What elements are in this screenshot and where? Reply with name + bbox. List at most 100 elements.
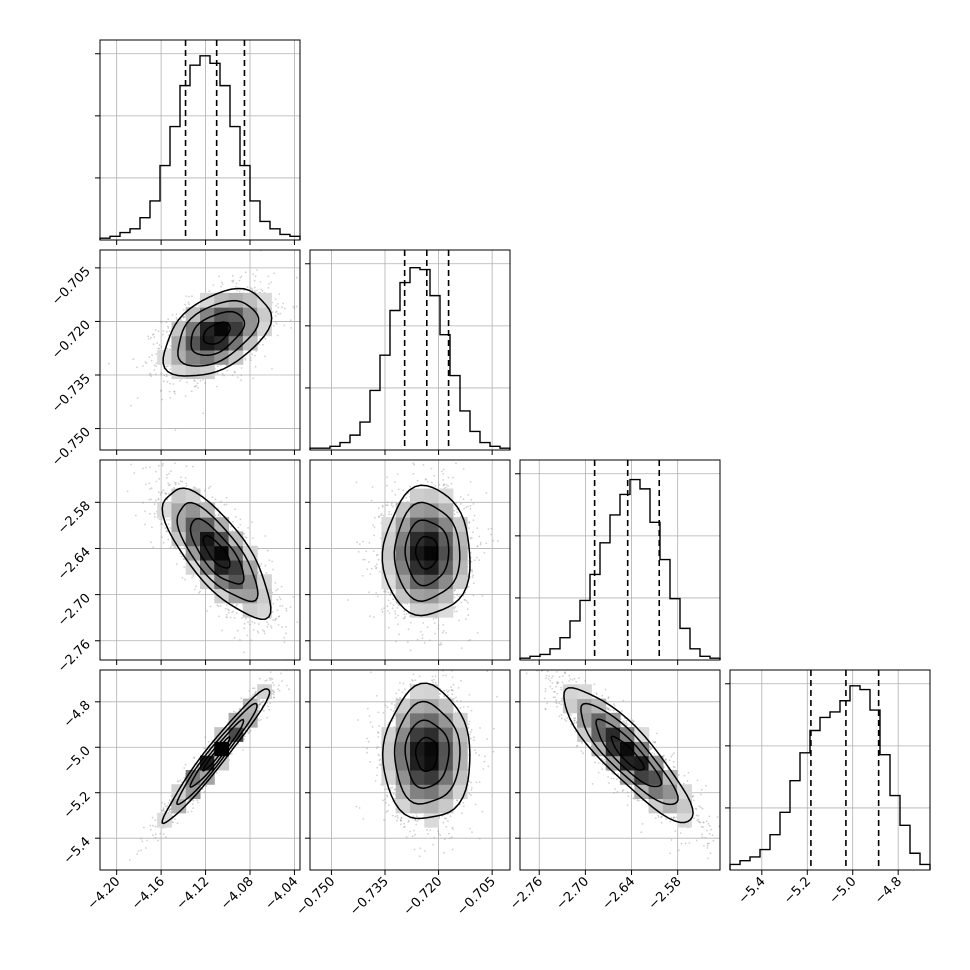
scatter-point (228, 609, 230, 612)
scatter-point (230, 525, 233, 528)
scatter-point (193, 385, 196, 388)
density-cell (242, 307, 258, 322)
scatter-point (209, 485, 212, 488)
scatter-point (183, 316, 186, 318)
grid-lines (100, 40, 300, 240)
scatter-point (223, 503, 226, 506)
scatter-point (471, 570, 474, 573)
scatter-point (155, 480, 158, 483)
scatter-point (159, 494, 162, 496)
scatter-point (153, 364, 156, 367)
scatter-point (234, 285, 237, 288)
scatter-point (233, 370, 236, 373)
scatter-point (407, 641, 409, 644)
scatter-point (455, 462, 457, 465)
scatter-point (165, 375, 168, 378)
scatter-point (274, 321, 277, 323)
panel-border (99, 249, 301, 451)
scatter-point (202, 378, 205, 381)
scatter-point (249, 356, 252, 359)
density-cell (257, 307, 272, 322)
contour-lines (161, 487, 272, 620)
scatter-point (226, 369, 229, 372)
scatter-point (236, 629, 239, 632)
scatter-point (277, 624, 280, 626)
scatter-point (182, 308, 185, 311)
scatter-point (264, 338, 267, 340)
scatter-point (185, 485, 188, 487)
scatter-point (296, 621, 299, 623)
contour-line (177, 299, 260, 367)
scatter-point (182, 316, 185, 319)
scatter-point (190, 390, 193, 393)
scatter-point (164, 492, 167, 495)
scatter-point (238, 279, 241, 282)
scatter-point (243, 627, 246, 630)
scatter-point (277, 303, 279, 305)
scatter-point (185, 482, 188, 485)
scatter-point (152, 333, 155, 336)
scatter-point (179, 552, 182, 554)
scatter-point (233, 636, 236, 639)
scatter-point (169, 527, 172, 529)
scatter-point (175, 547, 178, 550)
scatter-point (260, 288, 262, 291)
scatter-point (454, 606, 457, 608)
scatter-point (157, 497, 160, 500)
scatter-point (274, 617, 277, 620)
scatter-point (270, 625, 272, 627)
panel-content (347, 462, 499, 652)
scatter-point (278, 596, 281, 598)
scatter-point (292, 596, 295, 598)
scatter-point (174, 481, 176, 484)
scatter-point (150, 487, 153, 489)
scatter-point (154, 373, 157, 376)
scatter-point (381, 610, 384, 613)
y-tick-label: −0.705 (49, 264, 94, 309)
scatter-point (187, 301, 190, 304)
scatter-point (247, 527, 250, 529)
scatter-point (397, 614, 400, 617)
density-cell (185, 307, 201, 322)
scatter-point (283, 636, 286, 639)
scatter-point (135, 514, 137, 517)
histogram-step-line (729, 685, 931, 870)
scatter-point (266, 549, 269, 552)
scatter-point (180, 555, 183, 558)
scatter-point (273, 272, 276, 275)
scatter-point (144, 510, 147, 513)
scatter-point (169, 483, 171, 486)
scatter-point (154, 470, 157, 473)
scatter-point (253, 279, 256, 282)
scatter-point (160, 373, 162, 376)
density-cell (200, 560, 215, 575)
scatter-point (472, 574, 474, 577)
density-cell (200, 350, 215, 365)
scatter-point (157, 498, 160, 501)
scatter-point (152, 343, 155, 346)
density-cell (228, 307, 244, 322)
scatter-point (383, 590, 386, 593)
scatter-point (254, 365, 257, 368)
y-tick-label: −0.735 (49, 371, 94, 416)
scatter-point (142, 467, 145, 470)
scatter-point (217, 605, 220, 607)
scatter-point (167, 327, 170, 329)
density-cell (214, 307, 230, 322)
scatter-point (157, 491, 160, 494)
scatter-point (252, 377, 254, 380)
scatter-point (195, 585, 197, 588)
scatter-point (156, 342, 159, 345)
scatter-point (145, 362, 148, 364)
scatter-point (237, 526, 240, 529)
density-cell (200, 307, 215, 322)
scatter-point (151, 333, 154, 336)
scatter-point (292, 305, 295, 308)
scatter-point (161, 321, 164, 323)
scatter-point (284, 307, 286, 310)
scatter-point (225, 614, 228, 616)
scatter-point (377, 595, 379, 598)
scatter-point (244, 271, 247, 274)
scatter-point (225, 616, 228, 618)
scatter-point (442, 484, 445, 486)
